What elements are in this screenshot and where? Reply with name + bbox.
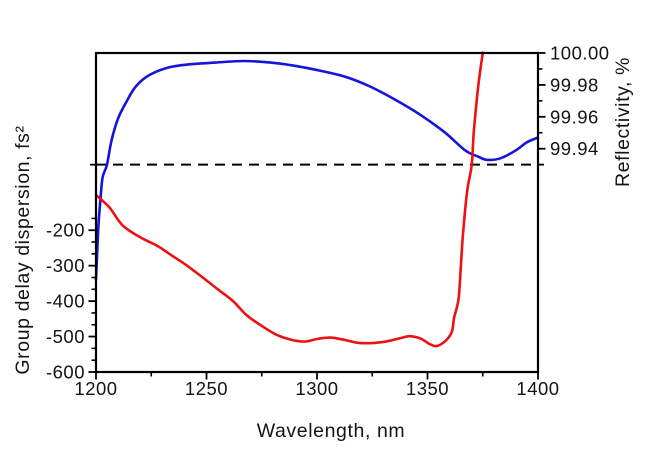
x-axis-title: Wavelength, nm: [257, 420, 406, 442]
reflectivity-curve: [94, 59, 540, 281]
x-tick-label: 1300: [295, 378, 338, 399]
right-tick-label: 100.00: [550, 43, 610, 64]
left-tick-label: -400: [46, 291, 85, 312]
x-tick-label: 1400: [516, 378, 559, 399]
left-tick-label: -200: [46, 220, 85, 241]
plot-border: [94, 51, 540, 374]
series-curves: [94, 51, 540, 348]
x-axis: 1200 1250 1300 1350 1400: [74, 372, 559, 399]
left-axis: -200 -300 -400 -500 -600: [46, 217, 96, 383]
right-axis: 100.00 99.98 99.96 99.94: [538, 43, 610, 166]
left-tick-label: -600: [46, 362, 85, 383]
left-tick-label: -500: [46, 326, 85, 347]
group-delay-dispersion-curve: [94, 51, 485, 348]
x-tick-label: 1250: [185, 378, 228, 399]
left-axis-title: Group delay dispersion, fs²: [12, 125, 34, 374]
x-tick-label: 1200: [74, 378, 117, 399]
right-tick-label: 99.94: [550, 138, 599, 159]
left-tick-label: -300: [46, 255, 85, 276]
plot-frame: [94, 51, 540, 374]
right-axis-title: Reflectivity, %: [612, 57, 634, 187]
x-tick-label: 1350: [406, 378, 449, 399]
right-tick-label: 99.98: [550, 74, 599, 95]
right-tick-label: 99.96: [550, 106, 599, 127]
